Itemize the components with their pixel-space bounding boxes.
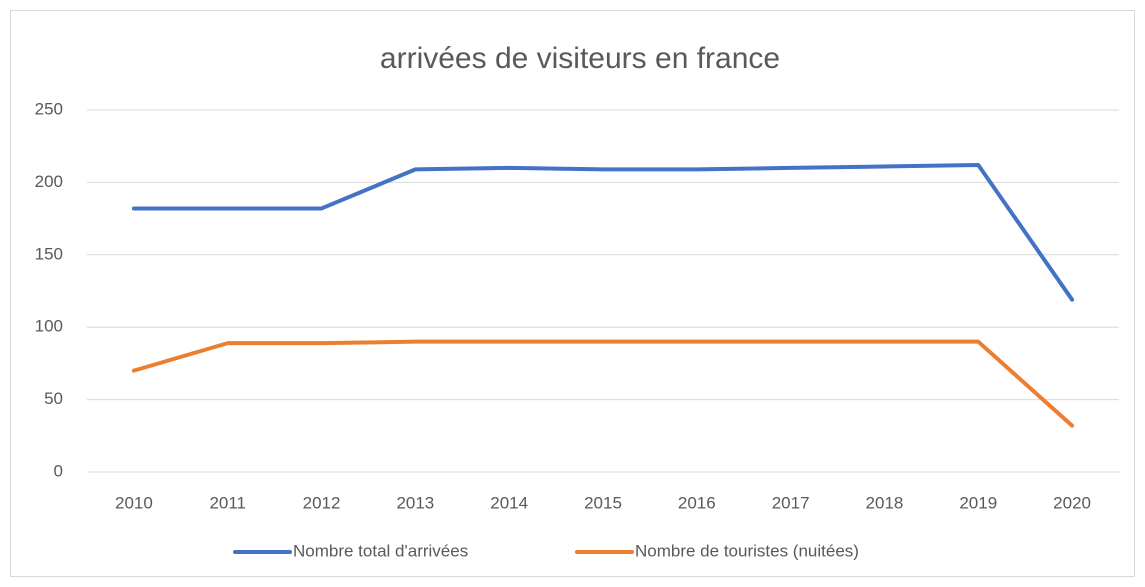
x-tick-label: 2012 [303, 493, 341, 512]
y-tick-label: 200 [35, 172, 63, 191]
x-tick-label: 2018 [866, 493, 904, 512]
x-tick-label: 2016 [678, 493, 716, 512]
y-tick-label: 50 [44, 389, 63, 408]
y-tick-label: 150 [35, 244, 63, 263]
x-tick-label: 2019 [959, 493, 997, 512]
x-tick-label: 2015 [584, 493, 622, 512]
x-tick-label: 2010 [115, 493, 153, 512]
y-tick-label: 250 [35, 99, 63, 118]
chart-title: arrivées de visiteurs en france [380, 42, 780, 75]
x-tick-label: 2020 [1053, 493, 1091, 512]
legend-label: Nombre total d'arrivées [293, 541, 468, 560]
series-line [131, 163, 1075, 302]
x-tick-label: 2013 [396, 493, 434, 512]
legend-label: Nombre de touristes (nuitées) [635, 541, 859, 560]
x-tick-label: 2014 [490, 493, 528, 512]
x-tick-label: 2017 [772, 493, 810, 512]
y-tick-label: 0 [54, 461, 63, 480]
series-line [131, 339, 1075, 428]
x-tick-label: 2011 [209, 493, 246, 512]
chart-frame [10, 10, 1135, 577]
y-tick-label: 100 [35, 317, 63, 336]
